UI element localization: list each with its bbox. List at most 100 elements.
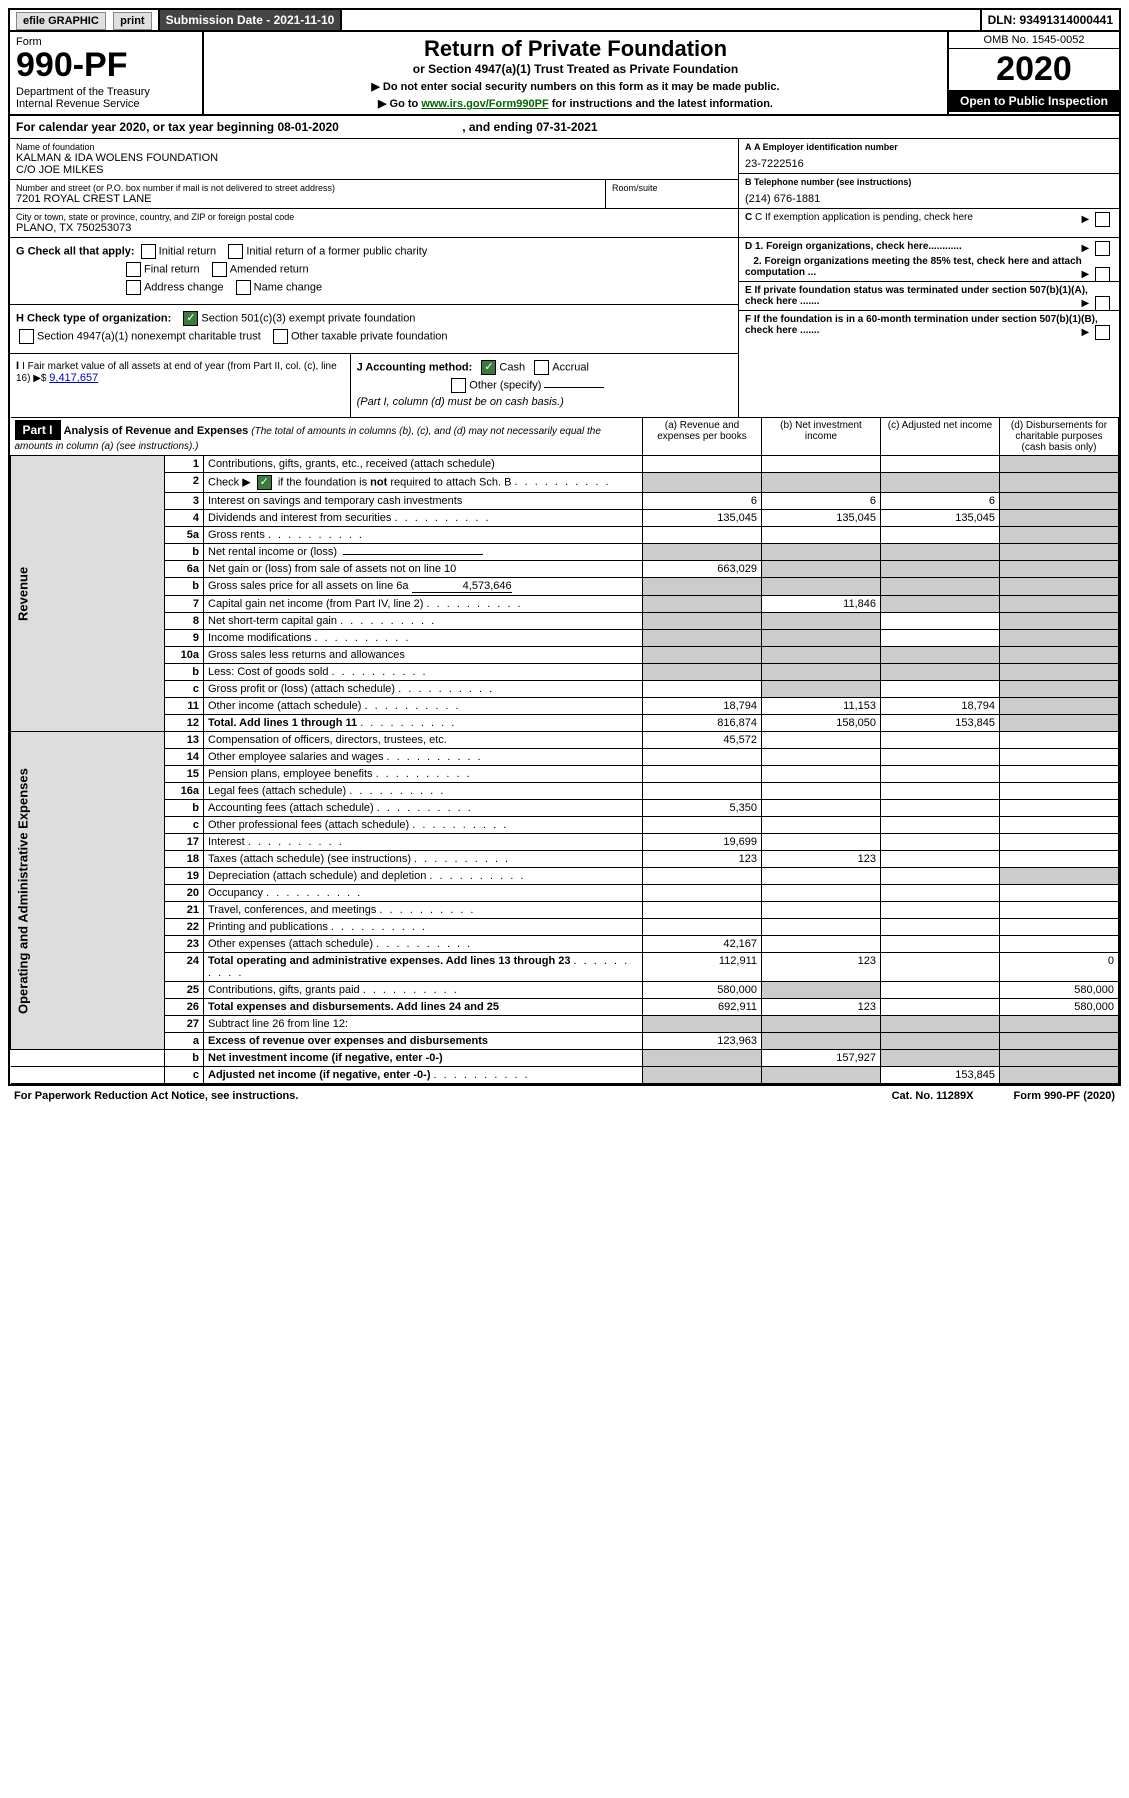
- checkbox-amended[interactable]: [212, 262, 227, 277]
- checkbox-e[interactable]: [1095, 296, 1110, 311]
- row-7-b: 11,846: [762, 596, 881, 613]
- row-6a-a: 663,029: [643, 561, 762, 578]
- street-address: 7201 ROYAL CREST LANE: [16, 193, 599, 205]
- checkbox-final-return[interactable]: [126, 262, 141, 277]
- row-1-desc: Contributions, gifts, grants, etc., rece…: [204, 456, 643, 473]
- row-12-a: 816,874: [643, 715, 762, 732]
- row-12-b: 158,050: [762, 715, 881, 732]
- header-row: Form 990-PF Department of the Treasury I…: [10, 32, 1119, 116]
- row-11-desc: Other income (attach schedule): [208, 700, 361, 712]
- j-cash: Cash: [499, 361, 525, 373]
- print-button[interactable]: print: [113, 12, 151, 30]
- header-right: OMB No. 1545-0052 2020 Open to Public In…: [947, 32, 1119, 114]
- info-block: Name of foundation KALMAN & IDA WOLENS F…: [10, 139, 1119, 417]
- row-3-a: 6: [643, 493, 762, 510]
- efile-button[interactable]: efile GRAPHIC: [16, 12, 106, 30]
- g-label: G Check all that apply:: [16, 245, 135, 257]
- ein-label: A Employer identification number: [754, 142, 898, 152]
- revenue-vert-label: Revenue: [11, 456, 165, 732]
- checkbox-other-taxable[interactable]: [273, 329, 288, 344]
- row-6a-desc: Net gain or (loss) from sale of assets n…: [204, 561, 643, 578]
- row-14-desc: Other employee salaries and wages: [208, 751, 383, 763]
- g-opt-4: Address change: [144, 281, 224, 293]
- room-cell: Room/suite: [605, 180, 738, 209]
- footer-cat: Cat. No. 11289X: [892, 1090, 974, 1102]
- row-26-a: 692,911: [643, 999, 762, 1016]
- info-left: Name of foundation KALMAN & IDA WOLENS F…: [10, 139, 738, 417]
- row-12-c: 153,845: [881, 715, 1000, 732]
- cal-begin: 08-01-2020: [277, 120, 338, 134]
- row-13-desc: Compensation of officers, directors, tru…: [204, 732, 643, 749]
- j-other: Other (specify): [469, 379, 541, 391]
- submission-date: Submission Date - 2021-11-10: [160, 10, 343, 30]
- addr-label: Number and street (or P.O. box number if…: [16, 183, 599, 193]
- part1-title: Analysis of Revenue and Expenses: [64, 425, 249, 437]
- row-8-desc: Net short-term capital gain: [208, 615, 337, 627]
- checkbox-name-change[interactable]: [236, 280, 251, 295]
- g-opt-0: Initial return: [159, 245, 216, 257]
- footer-right: Form 990-PF (2020): [1014, 1090, 1116, 1102]
- checkbox-other-method[interactable]: [451, 378, 466, 393]
- form-link[interactable]: www.irs.gov/Form990PF: [421, 98, 548, 110]
- part1-label: Part I: [15, 420, 61, 440]
- row-10a-desc: Gross sales less returns and allowances: [208, 649, 405, 661]
- row-3-c: 6: [881, 493, 1000, 510]
- checkbox-sch-b[interactable]: [257, 475, 272, 490]
- row-16b-a: 5,350: [643, 800, 762, 817]
- checkbox-501c3[interactable]: [183, 311, 198, 326]
- row-4-a: 135,045: [643, 510, 762, 527]
- row-4-c: 135,045: [881, 510, 1000, 527]
- checkbox-initial-return[interactable]: [141, 244, 156, 259]
- addr-cell: Number and street (or P.O. box number if…: [10, 180, 605, 209]
- fmv-link[interactable]: 9,417,657: [49, 372, 98, 384]
- instr-1: ▶ Do not enter social security numbers o…: [210, 80, 941, 93]
- checkbox-cash[interactable]: [481, 360, 496, 375]
- g-opt-3: Amended return: [230, 263, 309, 275]
- checkbox-address-change[interactable]: [126, 280, 141, 295]
- checkbox-d2[interactable]: [1095, 267, 1110, 282]
- row-6b-val: 4,573,646: [412, 580, 512, 593]
- name-cell: Name of foundation KALMAN & IDA WOLENS F…: [10, 139, 738, 180]
- omb-number: OMB No. 1545-0052: [949, 32, 1119, 49]
- j-label: J Accounting method:: [357, 361, 473, 373]
- row-9-desc: Income modifications: [208, 632, 311, 644]
- footer: For Paperwork Reduction Act Notice, see …: [8, 1086, 1121, 1106]
- checkbox-accrual[interactable]: [534, 360, 549, 375]
- checkbox-4947[interactable]: [19, 329, 34, 344]
- cal-end: 07-31-2021: [536, 120, 597, 134]
- section-ij: I I Fair market value of all assets at e…: [10, 354, 738, 417]
- section-i: I I Fair market value of all assets at e…: [10, 354, 351, 417]
- row-10c-desc: Gross profit or (loss) (attach schedule): [208, 683, 395, 695]
- row-27-desc: Subtract line 26 from line 12:: [204, 1016, 643, 1033]
- checkbox-f[interactable]: [1095, 325, 1110, 340]
- row-18-desc: Taxes (attach schedule) (see instruction…: [208, 853, 411, 865]
- row-21-desc: Travel, conferences, and meetings: [208, 904, 376, 916]
- city-label: City or town, state or province, country…: [16, 212, 732, 222]
- dln: DLN: 93491314000441: [980, 10, 1119, 30]
- row-26-desc: Total expenses and disbursements. Add li…: [208, 1001, 499, 1013]
- row-12-desc: Total. Add lines 1 through 11: [208, 717, 357, 729]
- checkbox-d1[interactable]: [1095, 241, 1110, 256]
- section-j: J Accounting method: Cash Accrual Other …: [351, 354, 738, 417]
- row-17-a: 19,699: [643, 834, 762, 851]
- row-24-b: 123: [762, 953, 881, 982]
- header-center: Return of Private Foundation or Section …: [204, 32, 947, 114]
- row-27a-a: 123,963: [643, 1033, 762, 1050]
- row-4-desc: Dividends and interest from securities: [208, 512, 391, 524]
- g-opt-1: Initial return of a former public charit…: [246, 245, 427, 257]
- row-20-desc: Occupancy: [208, 887, 263, 899]
- ein-value: 23-7222516: [745, 158, 1113, 170]
- row-2-desc: Check ▶ if the foundation is not require…: [204, 473, 643, 493]
- efile-cell: efile GRAPHIC print: [10, 10, 160, 30]
- instr2-pre: ▶ Go to: [378, 98, 421, 110]
- checkbox-c[interactable]: [1095, 212, 1110, 227]
- col-d-header: (d) Disbursements for charitable purpose…: [1000, 418, 1119, 456]
- e-label: E If private foundation status was termi…: [745, 285, 1088, 307]
- g-opt-5: Name change: [254, 281, 323, 293]
- row-11-b: 11,153: [762, 698, 881, 715]
- checkbox-initial-former[interactable]: [228, 244, 243, 259]
- room-label: Room/suite: [612, 183, 732, 193]
- cal-pre: For calendar year 2020, or tax year begi…: [16, 120, 277, 134]
- form-title: Return of Private Foundation: [210, 36, 941, 62]
- main-table: Part I Analysis of Revenue and Expenses …: [10, 417, 1119, 1084]
